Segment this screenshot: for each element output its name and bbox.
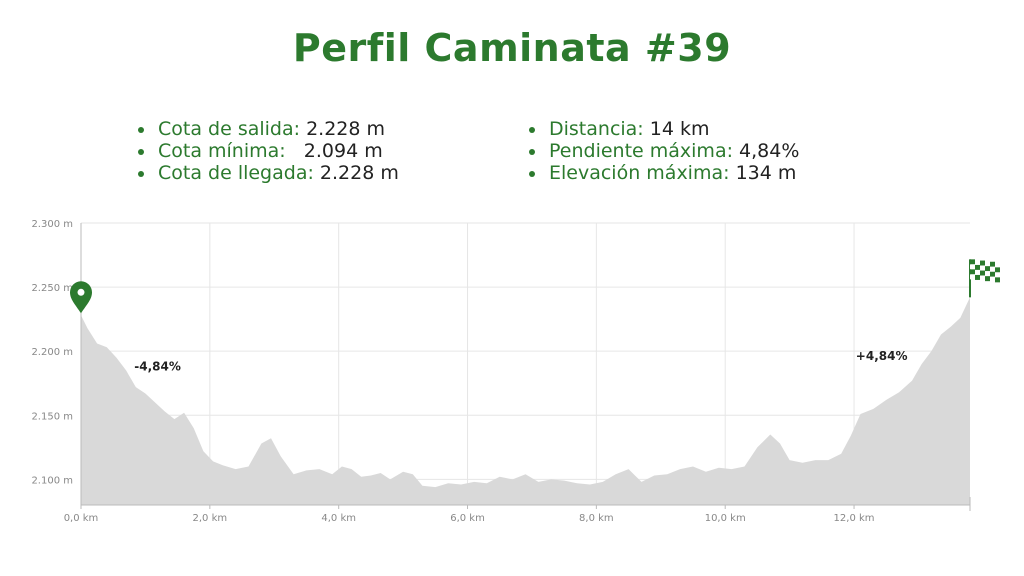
flag-square (980, 270, 985, 276)
slope-label: +4,84% (856, 349, 908, 363)
x-tick-label: 0,0 km (64, 513, 99, 524)
page-title: Perfil Caminata #39 (292, 26, 732, 70)
chart-axes (80, 223, 971, 511)
stats-left-list: Cota de salida: 2.228 m Cota mínima: 2.0… (138, 118, 399, 184)
map-pin-icon (70, 281, 92, 314)
flag-square (990, 261, 995, 267)
flag-square (970, 264, 975, 270)
stats-right-list: Distancia: 14 km Pendiente máxima: 4,84%… (529, 118, 799, 184)
stat-max-elevation: Elevación máxima: 134 m (529, 162, 799, 184)
flag-square (995, 272, 1000, 278)
x-axis-ticks: 0,0 km 2,0 km 4,0 km 6,0 km 8,0 km 10,0 km 12,… (64, 505, 875, 524)
x-tick-label: 6,0 km (450, 513, 485, 524)
flag-square (985, 271, 990, 277)
flag-square (980, 275, 985, 281)
slope-annotations: -4,84% +4,84% (134, 349, 907, 373)
flag-square (995, 262, 1000, 268)
flag-square (985, 261, 990, 267)
flag-square (985, 276, 990, 282)
flag-square (990, 266, 995, 272)
flag-square (970, 274, 975, 280)
flag-square (975, 264, 980, 270)
flag-square (975, 269, 980, 275)
stat-arrival-elevation: Cota de llegada: 2.228 m (138, 162, 399, 184)
flag-square (995, 267, 1000, 273)
flag-square (990, 276, 995, 282)
y-axis-ticks: 2.100 m 2.150 m 2.200 m 2.250 m 2.300 m (31, 219, 73, 486)
flag-square (970, 269, 975, 275)
y-tick-label: 2.150 m (31, 411, 73, 422)
flag-square (990, 271, 995, 277)
y-tick-label: 2.200 m (31, 347, 73, 358)
x-tick-label: 2,0 km (193, 513, 228, 524)
x-tick-label: 12,0 km (834, 513, 875, 524)
checkered-flag-icon (969, 259, 1000, 298)
flag-square (980, 260, 985, 266)
elevation-area (81, 297, 970, 505)
y-tick-label: 2.250 m (31, 283, 73, 294)
flag-square (970, 259, 975, 265)
flag-square (980, 265, 985, 271)
y-tick-label: 2.100 m (31, 475, 73, 486)
flag-square (995, 277, 1000, 283)
y-tick-label: 2.300 m (31, 219, 73, 230)
stat-min-elevation: Cota mínima: 2.094 m (138, 140, 399, 162)
flag-square (975, 259, 980, 265)
x-tick-label: 10,0 km (705, 513, 746, 524)
x-tick-label: 4,0 km (321, 513, 356, 524)
slope-label: -4,84% (134, 359, 181, 373)
stat-max-slope: Pendiente máxima: 4,84% (529, 140, 799, 162)
stat-distance: Distancia: 14 km (529, 118, 799, 140)
stat-departure-elevation: Cota de salida: 2.228 m (138, 118, 399, 140)
flag-square (975, 274, 980, 280)
flag-cloth (970, 259, 1000, 283)
x-tick-label: 8,0 km (579, 513, 614, 524)
chart-grid (81, 222, 970, 505)
flag-square (985, 266, 990, 272)
